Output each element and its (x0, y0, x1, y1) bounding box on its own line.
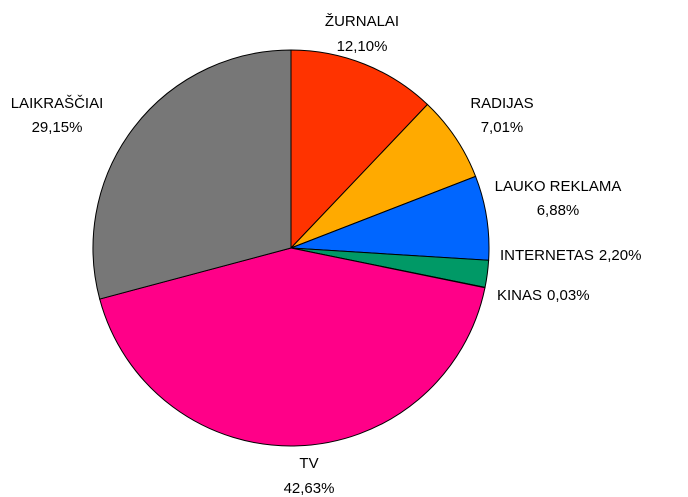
slice-label: INTERNETAS (500, 247, 594, 264)
slice-value-label: 0,03% (547, 287, 590, 304)
slice-label: ŽURNALAI (325, 13, 399, 30)
slice-value-label: 2,20% (599, 247, 642, 264)
pie-slice (290, 49, 429, 250)
slice-label: TV (299, 455, 318, 472)
slice-value-label: 7,01% (481, 119, 524, 136)
slice-value-label: 29,15% (32, 119, 83, 136)
slice-label-group: KINAS 0,03% (497, 287, 590, 304)
slice-value-label: 42,63% (284, 480, 335, 497)
slice-label: LAIKRAŠČIAI (11, 95, 104, 112)
slice-value-label: 6,88% (537, 202, 580, 219)
slice-label: LAUKO REKLAMA (495, 178, 622, 195)
slice-label: KINAS (497, 287, 542, 304)
slice-label: RADIJAS (470, 95, 533, 112)
slice-label-group: INTERNETAS 2,20% (500, 247, 641, 264)
pie-slice (92, 49, 292, 300)
pie-slice (99, 247, 486, 447)
slice-value-label: 12,10% (337, 38, 388, 55)
